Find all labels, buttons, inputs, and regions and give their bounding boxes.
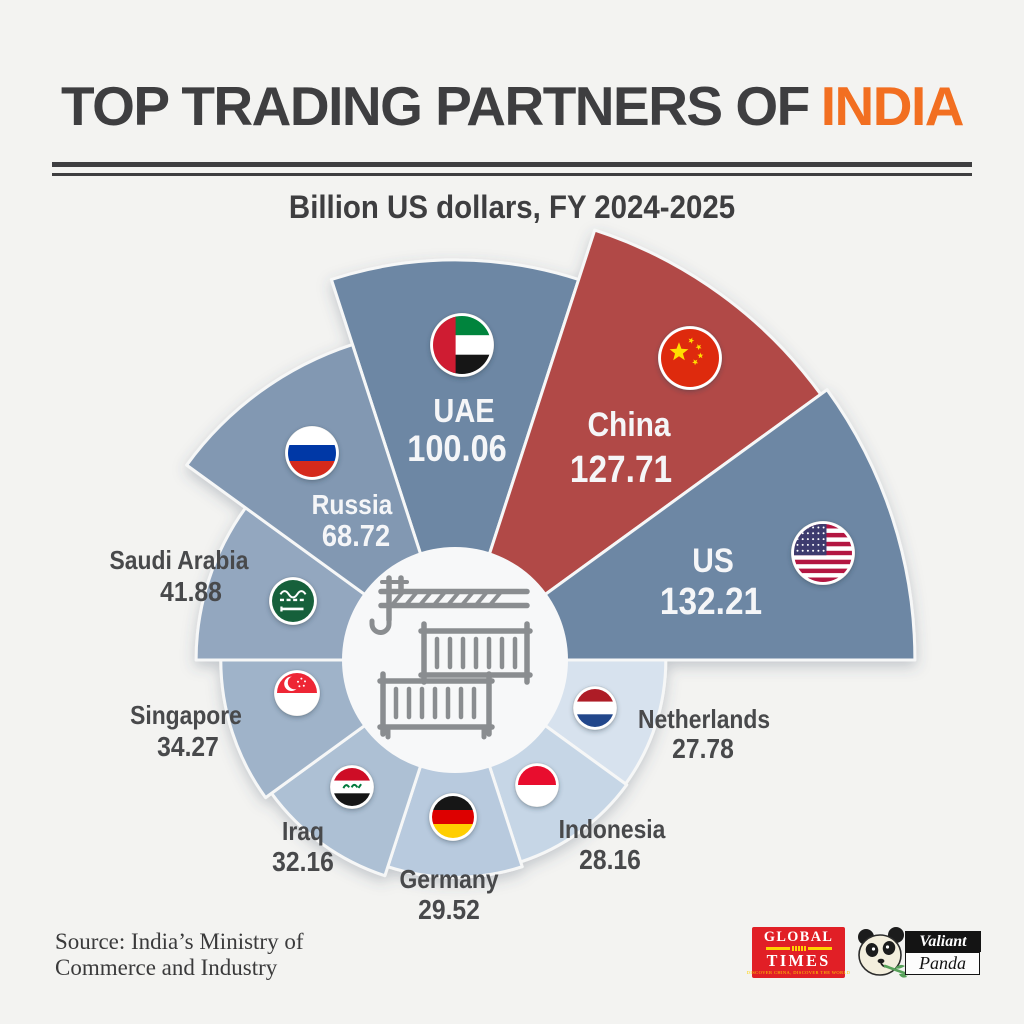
slice-value-label: 41.88 (160, 576, 222, 608)
svg-text:41.88: 41.88 (160, 576, 222, 608)
slice-name-label: China (587, 405, 671, 443)
slice-name-label: Russia (312, 489, 393, 521)
svg-text:28.16: 28.16 (579, 844, 641, 876)
svg-text:27.78: 27.78 (672, 733, 734, 765)
svg-text:29.52: 29.52 (418, 894, 480, 926)
uae-flag-icon (429, 312, 495, 378)
global-times-word1: GLOBAL (763, 928, 834, 945)
valiant-panda-word2: Panda (905, 952, 980, 975)
global-times-tagline: DISCOVER CHINA, DISCOVER THE WORLD (746, 970, 851, 976)
svg-text:Germany: Germany (399, 866, 498, 895)
slice-value-label: 29.52 (418, 894, 480, 926)
title-prefix: TOP TRADING PARTNERS OF (60, 75, 810, 137)
title-highlight: INDIA (820, 75, 965, 137)
slice-china (453, 228, 823, 662)
svg-text:Indonesia: Indonesia (559, 816, 666, 845)
slice-name-label: Iraq (282, 818, 324, 847)
slice-name-label: Singapore (130, 702, 242, 731)
netherlands-flag-icon (572, 685, 618, 731)
cargo-crane-icon (369, 575, 533, 740)
slice-value-label: 34.27 (157, 731, 219, 763)
source-note: Source: India’s Ministry of Commerce and… (55, 929, 304, 981)
chart-center-disc (342, 547, 568, 773)
slice-uae (329, 258, 581, 662)
russia-flag-icon (284, 425, 340, 481)
slice-name-label: Indonesia (559, 816, 666, 845)
global-times-decor (765, 945, 832, 951)
title-divider (52, 162, 972, 176)
svg-text:100.06: 100.06 (407, 428, 507, 469)
slice-value-label: 32.16 (272, 846, 334, 878)
germany-flag-icon (428, 792, 478, 842)
slice-value-label: 132.21 (660, 580, 762, 622)
svg-text:127.71: 127.71 (570, 448, 672, 490)
svg-text:US: US (692, 541, 734, 579)
svg-text:132.21: 132.21 (660, 580, 762, 622)
svg-text:Iraq: Iraq (282, 818, 324, 847)
svg-text:Netherlands: Netherlands (638, 706, 770, 735)
svg-text:68.72: 68.72 (322, 519, 390, 553)
slice-name-label: Netherlands (638, 706, 770, 735)
slice-value-label: 100.06 (407, 428, 507, 469)
svg-text:China: China (587, 405, 671, 443)
panda-icon (858, 927, 909, 978)
saudi-arabia-flag-icon (268, 576, 318, 626)
valiant-panda-word1: Valiant (905, 931, 981, 952)
svg-text:UAE: UAE (433, 392, 494, 429)
slice-name-label: US (692, 541, 734, 579)
us-flag-icon (790, 520, 856, 586)
svg-text:34.27: 34.27 (157, 731, 219, 763)
svg-text:32.16: 32.16 (272, 846, 334, 878)
iraq-flag-icon (329, 764, 375, 810)
page-title: TOP TRADING PARTNERS OF INDIA (0, 74, 1024, 138)
slice-value-label: 27.78 (672, 733, 734, 765)
indonesia-flag-icon (514, 762, 560, 808)
slice-value-label: 127.71 (570, 448, 672, 490)
global-times-logo: GLOBAL TIMES DISCOVER CHINA, DISCOVER TH… (747, 927, 850, 978)
source-line2: Commerce and Industry (55, 954, 278, 980)
slice-name-label: UAE (433, 392, 494, 429)
singapore-flag-icon (273, 669, 321, 717)
chart-subtitle: Billion US dollars, FY 2024-2025 (288, 189, 736, 225)
svg-text:Singapore: Singapore (130, 702, 242, 731)
valiant-panda-logo: Valiant Panda (853, 920, 988, 988)
china-flag-icon (657, 325, 723, 391)
slice-value-label: 28.16 (579, 844, 641, 876)
svg-text:Saudi Arabia: Saudi Arabia (110, 547, 249, 576)
slice-us (453, 388, 917, 662)
slice-value-label: 68.72 (322, 519, 390, 553)
global-times-word2: TIMES (766, 950, 831, 970)
source-line1: Source: India’s Ministry of (55, 929, 304, 954)
slice-name-label: Saudi Arabia (110, 547, 249, 576)
slice-name-label: Germany (399, 866, 498, 895)
svg-text:Russia: Russia (312, 489, 393, 521)
